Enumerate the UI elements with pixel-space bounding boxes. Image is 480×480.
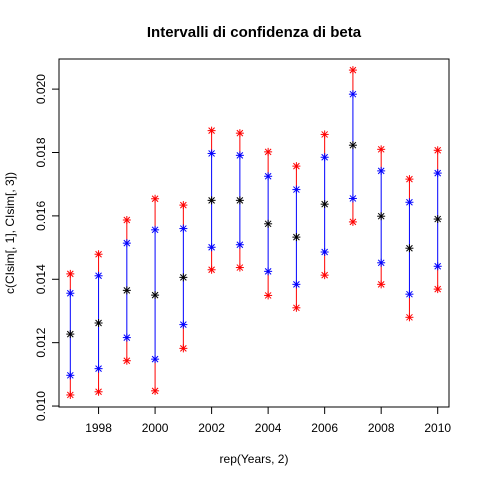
plot-frame: [58, 58, 450, 408]
data-point: [122, 239, 131, 248]
x-tick-label: 2002: [198, 421, 225, 435]
data-point: [348, 217, 357, 226]
data-point: [433, 262, 442, 271]
data-point: [405, 313, 414, 322]
data-point: [94, 319, 103, 328]
data-point: [433, 215, 442, 224]
x-tick-label: 2010: [424, 421, 451, 435]
data-point: [377, 258, 386, 267]
data-point: [264, 219, 273, 228]
data-point: [320, 153, 329, 162]
data-point: [151, 355, 160, 364]
data-point: [207, 243, 216, 252]
x-tick-label: 1998: [85, 421, 112, 435]
data-point: [292, 185, 301, 194]
data-point: [433, 146, 442, 155]
data-point: [94, 387, 103, 396]
data-point: [377, 212, 386, 221]
data-point: [122, 333, 131, 342]
data-point: [235, 129, 244, 138]
data-point: [348, 194, 357, 203]
data-point: [348, 90, 357, 99]
data-point: [94, 250, 103, 259]
x-tick-label: 2000: [142, 421, 169, 435]
y-axis-label: c(CIsim[, 1], CIsim[, 3]): [3, 172, 17, 294]
x-tick-label: 2004: [255, 421, 282, 435]
data-point: [320, 130, 329, 139]
interval-lines: [69, 70, 439, 395]
data-point: [264, 147, 273, 156]
data-point: [151, 291, 160, 300]
data-point: [66, 330, 75, 339]
data-point: [122, 216, 131, 225]
data-point: [151, 386, 160, 395]
data-point: [264, 291, 273, 300]
data-point: [179, 344, 188, 353]
data-point: [151, 194, 160, 203]
data-point: [179, 320, 188, 329]
data-point: [66, 390, 75, 399]
data-point: [377, 166, 386, 175]
data-point: [235, 196, 244, 205]
data-point: [292, 233, 301, 242]
y-axis: 0.010 0.012 0.014 0.016 0.018 0.020: [34, 74, 60, 421]
data-point: [122, 286, 131, 295]
data-point: [292, 280, 301, 289]
data-point: [122, 356, 131, 365]
data-point: [292, 162, 301, 171]
data-point: [292, 303, 301, 312]
data-point: [405, 244, 414, 253]
y-tick-label: 0.016: [34, 201, 48, 231]
data-point: [207, 265, 216, 274]
data-point: [264, 267, 273, 276]
data-point: [94, 271, 103, 280]
data-point: [348, 141, 357, 150]
x-tick-label: 2008: [368, 421, 395, 435]
data-point: [405, 290, 414, 299]
x-axis-label: rep(Years, 2): [220, 452, 289, 466]
data-point: [235, 151, 244, 160]
data-point: [433, 285, 442, 294]
data-point: [405, 175, 414, 184]
x-axis: 1998 2000 2002 2004 2006 2008 2010: [85, 406, 451, 435]
y-tick-label: 0.010: [34, 391, 48, 421]
y-tick-label: 0.014: [34, 264, 48, 294]
data-point: [320, 200, 329, 209]
data-point: [235, 263, 244, 272]
data-point: [179, 201, 188, 210]
data-point: [207, 149, 216, 158]
data-point: [377, 145, 386, 154]
data-point: [377, 280, 386, 289]
data-point: [66, 371, 75, 380]
data-point: [207, 196, 216, 205]
data-point: [207, 126, 216, 135]
data-point: [179, 224, 188, 233]
data-point: [320, 248, 329, 257]
data-point: [264, 172, 273, 181]
data-point: [405, 198, 414, 207]
data-point: [94, 364, 103, 373]
data-point: [66, 269, 75, 278]
y-tick-label: 0.018: [34, 137, 48, 167]
chart-title: Intervalli di confidenza di beta: [147, 24, 362, 41]
data-point: [66, 289, 75, 298]
data-point: [320, 271, 329, 280]
data-point: [235, 240, 244, 249]
y-tick-label: 0.020: [34, 74, 48, 104]
data-point: [433, 169, 442, 178]
x-tick-label: 2006: [311, 421, 338, 435]
data-points: [66, 66, 442, 399]
data-point: [151, 225, 160, 234]
data-point: [179, 273, 188, 282]
y-tick-label: 0.012: [34, 327, 48, 357]
data-point: [348, 66, 357, 75]
